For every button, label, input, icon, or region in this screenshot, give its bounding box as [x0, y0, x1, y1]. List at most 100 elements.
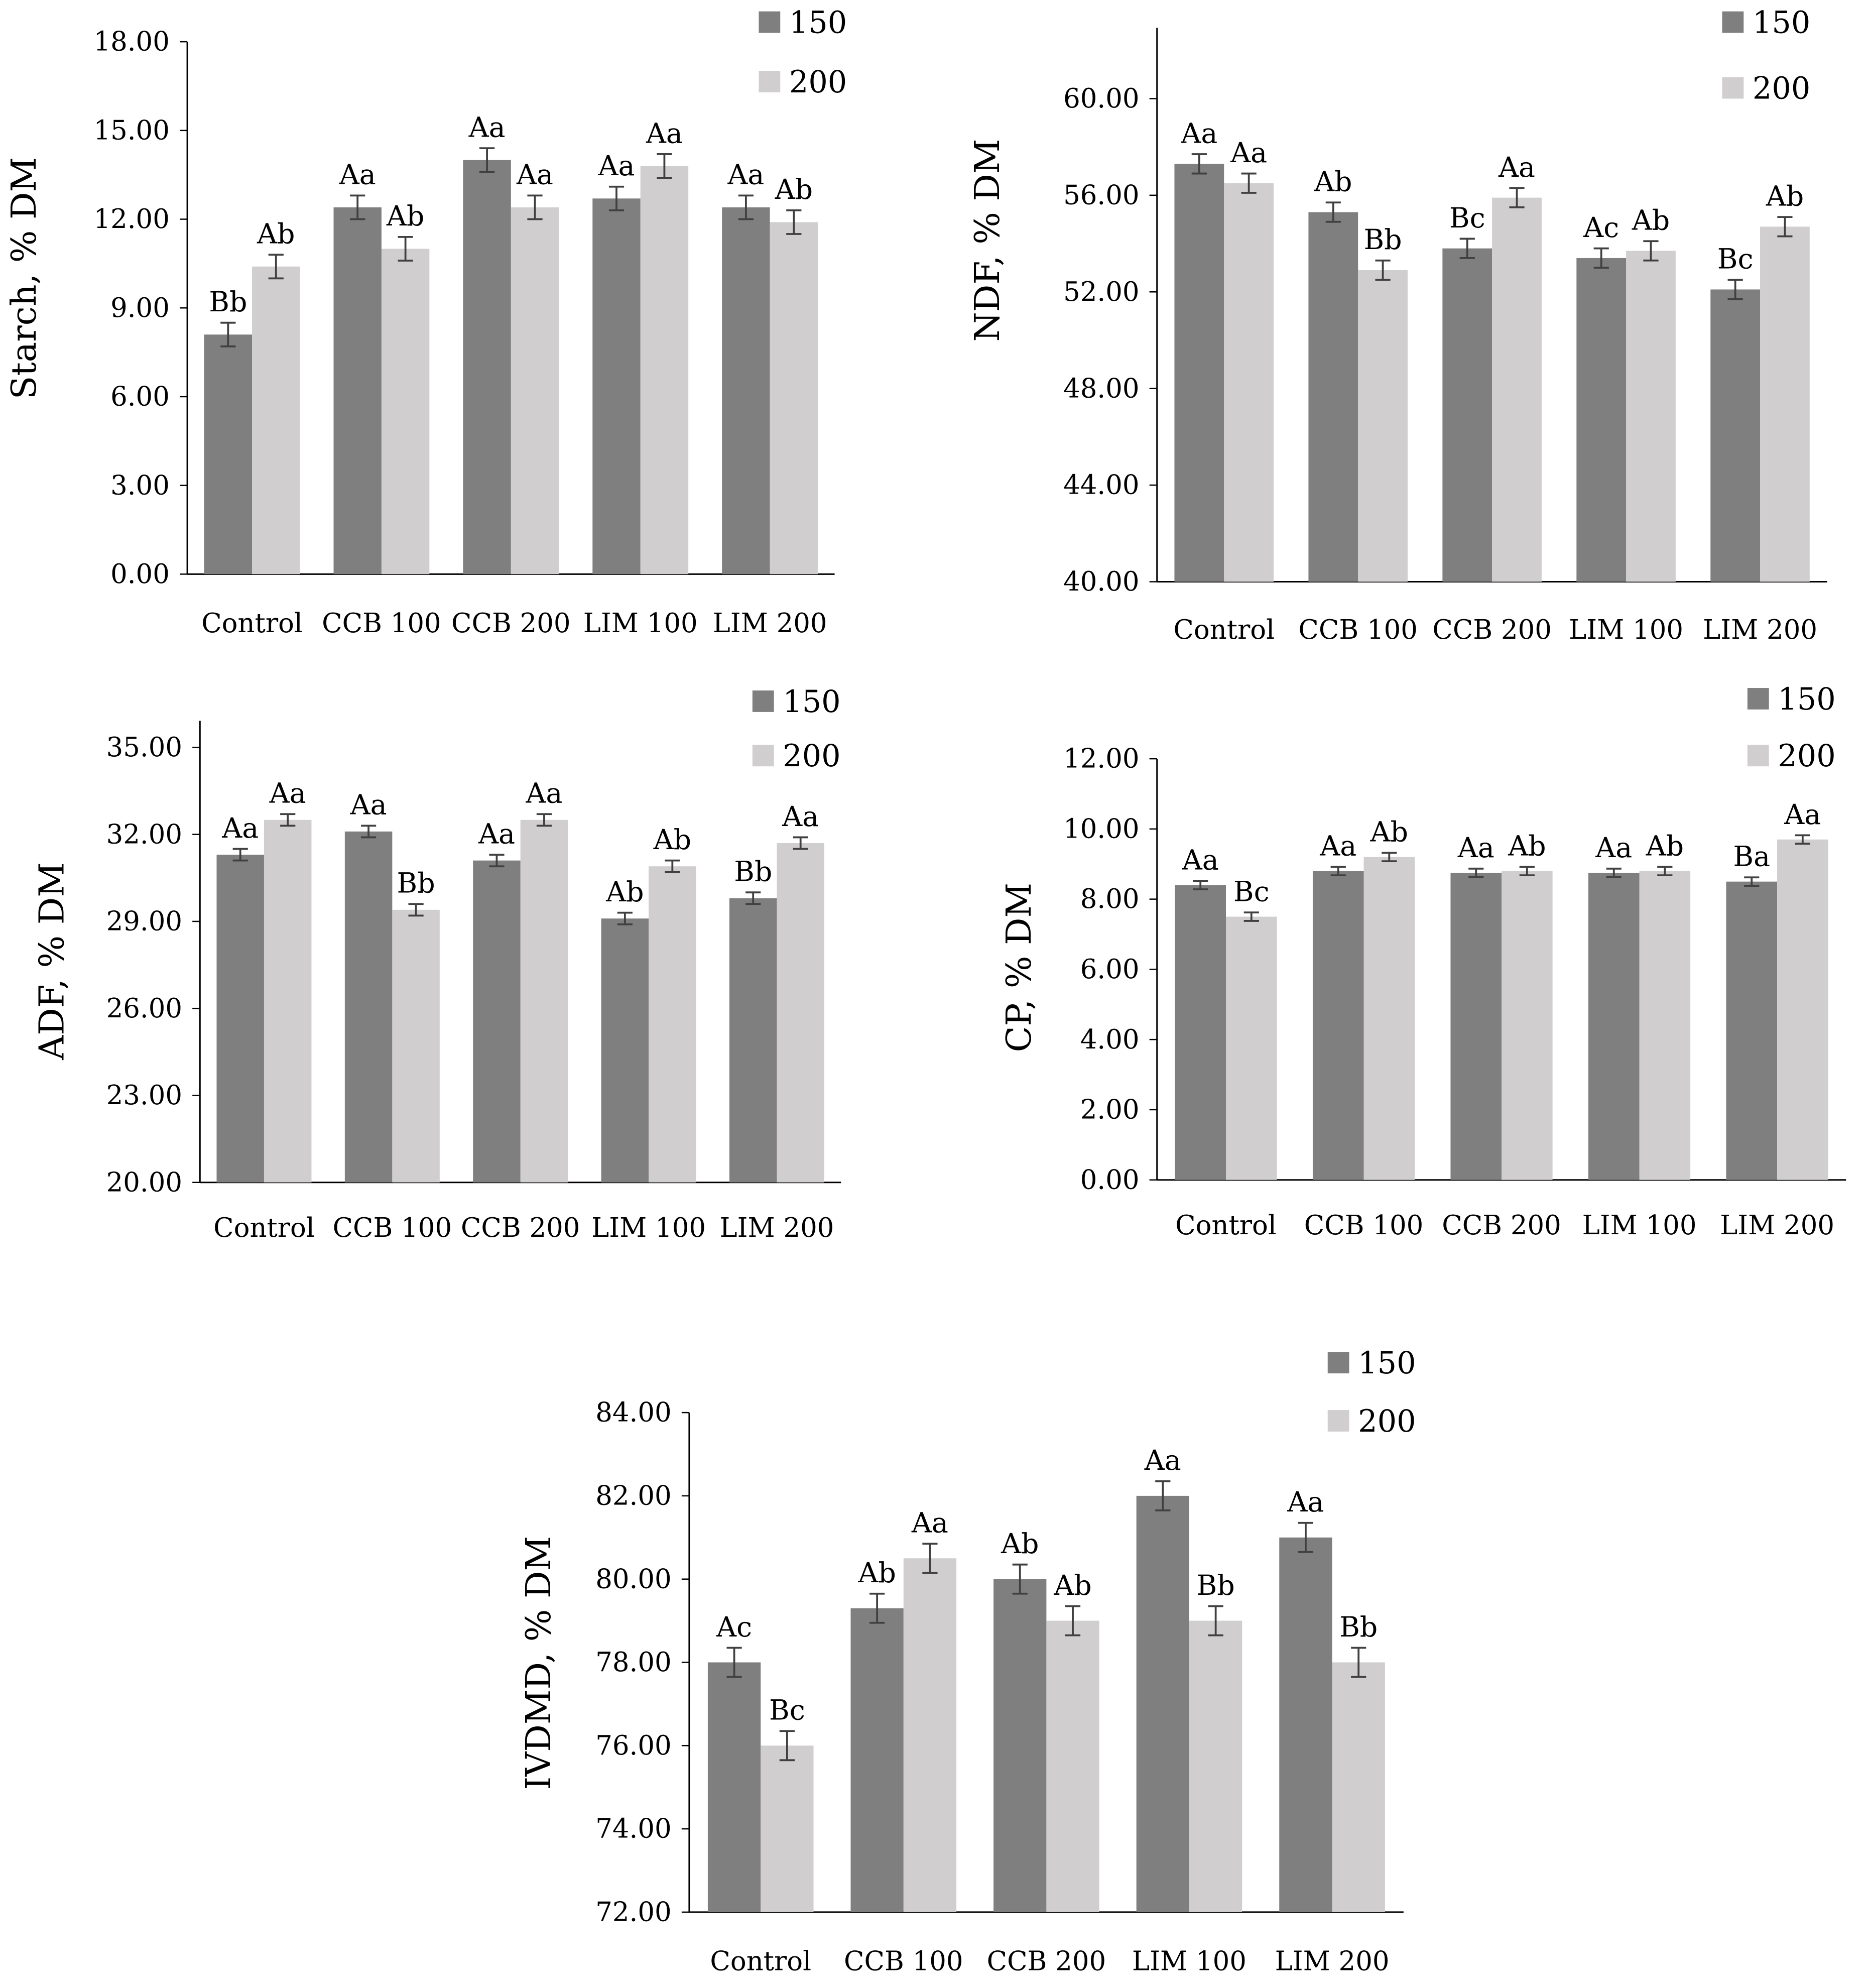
- chart-panel: 20.00 23.00 26.00 29.00 32.00 35.00 ADF, % DM C…: [32, 684, 841, 1243]
- significance-label: Aa: [269, 778, 306, 810]
- bar-200: [903, 1558, 957, 1912]
- bar-200: [770, 222, 818, 574]
- error-bar: [527, 194, 543, 220]
- legend-swatch-150: [1327, 1352, 1349, 1374]
- error-bar: [793, 836, 808, 850]
- error-bar: [1155, 1480, 1171, 1511]
- significance-label: Aa: [911, 1507, 948, 1540]
- error-bar: [1208, 1605, 1223, 1636]
- error-bar: [1193, 880, 1208, 890]
- significance-label: Aa: [1144, 1445, 1181, 1477]
- significance-label: Bb: [1363, 224, 1402, 256]
- error-bar: [360, 825, 377, 839]
- x-tick-label: Control: [710, 1946, 811, 1977]
- y-tick-label: 6.00: [110, 382, 170, 412]
- y-tick-label: 60.00: [1063, 83, 1139, 114]
- significance-label: Ab: [1508, 831, 1546, 863]
- error-bar: [350, 194, 365, 220]
- error-bar: [1375, 259, 1391, 281]
- error-bar: [922, 1543, 938, 1574]
- error-bar: [779, 1730, 795, 1762]
- bar-150: [216, 855, 264, 1183]
- y-axis-label: IVDMD, % DM: [519, 1536, 559, 1790]
- significance-label: Ab: [1053, 1570, 1091, 1602]
- x-tick-label: LIM 100: [1132, 1946, 1247, 1977]
- legend-label: 150: [789, 5, 847, 40]
- error-bar: [1593, 247, 1609, 269]
- y-tick-label: 2.00: [1080, 1095, 1140, 1125]
- significance-label: Aa: [350, 789, 387, 822]
- y-tick-label: 4.00: [1080, 1024, 1140, 1055]
- error-bar: [1727, 279, 1743, 300]
- legend-label: 200: [783, 739, 840, 774]
- error-bar: [608, 185, 625, 211]
- bar-150: [1175, 885, 1226, 1180]
- bar-200: [1363, 857, 1415, 1180]
- legend-label: 150: [783, 684, 840, 720]
- y-tick-label: 29.00: [106, 906, 182, 937]
- x-tick-label: Control: [201, 608, 303, 639]
- bar-150: [204, 334, 253, 574]
- bar-150: [1588, 873, 1640, 1180]
- significance-label: Ab: [257, 218, 295, 251]
- bar-200: [392, 909, 440, 1183]
- bar-150: [1576, 258, 1627, 582]
- bar-150: [729, 898, 777, 1183]
- significance-label: Aa: [1595, 832, 1632, 864]
- bar-200: [1502, 871, 1553, 1180]
- bar-200: [1046, 1620, 1099, 1912]
- error-bar: [726, 1647, 742, 1678]
- y-axis-label: Starch, % DM: [5, 157, 44, 399]
- significance-label: Bc: [769, 1695, 805, 1727]
- x-tick-label: LIM 200: [1703, 615, 1817, 645]
- bar-200: [761, 1745, 814, 1912]
- x-tick-label: LIM 200: [713, 608, 827, 639]
- y-axis-label: NDF, % DM: [968, 139, 1008, 341]
- significance-label: Ab: [1766, 180, 1804, 212]
- error-bar: [479, 147, 495, 173]
- error-bar: [1777, 216, 1793, 238]
- y-tick-label: 78.00: [595, 1647, 671, 1678]
- x-tick-label: CCB 200: [1442, 1210, 1561, 1241]
- significance-label: Ba: [1733, 841, 1770, 873]
- significance-label: Aa: [516, 159, 553, 191]
- significance-label: Ac: [1583, 212, 1619, 244]
- bar-200: [381, 249, 430, 574]
- legend-swatch-200: [752, 745, 774, 767]
- error-bar: [489, 854, 505, 868]
- bar-150: [1726, 881, 1778, 1180]
- x-tick-label: Control: [213, 1213, 315, 1243]
- chart-panel: 72.00 74.00 76.00 78.00 80.00 82.00 84.00 IVDMD…: [519, 1346, 1416, 1977]
- error-bar: [1643, 240, 1659, 262]
- bar-200: [1189, 1620, 1242, 1912]
- bar-150: [344, 831, 393, 1183]
- y-tick-label: 40.00: [1063, 566, 1139, 597]
- legend-swatch-200: [1327, 1410, 1349, 1432]
- error-bar: [1657, 866, 1673, 876]
- error-bar: [1191, 153, 1207, 175]
- y-tick-label: 84.00: [595, 1397, 671, 1428]
- error-bar: [220, 321, 236, 347]
- significance-label: Aa: [1180, 118, 1217, 150]
- y-tick-label: 26.00: [106, 993, 182, 1024]
- x-tick-label: CCB 200: [987, 1946, 1106, 1977]
- y-tick-label: 80.00: [595, 1564, 671, 1594]
- y-tick-label: 0.00: [110, 559, 170, 590]
- significance-label: Bc: [1717, 244, 1754, 276]
- legend-label: 200: [789, 65, 847, 100]
- bar-150: [463, 160, 511, 574]
- error-bar: [1325, 201, 1341, 223]
- significance-label: Aa: [646, 118, 683, 150]
- bar-150: [707, 1662, 761, 1912]
- bar-200: [777, 843, 824, 1183]
- error-bar: [1468, 867, 1484, 878]
- x-tick-label: CCB 100: [322, 608, 441, 639]
- error-bar: [1382, 852, 1397, 863]
- error-bar: [1012, 1563, 1028, 1595]
- y-tick-label: 44.00: [1063, 470, 1139, 501]
- bar-150: [1279, 1537, 1332, 1912]
- bar-200: [1224, 183, 1274, 582]
- error-bar: [738, 194, 754, 220]
- error-bar: [232, 848, 248, 862]
- error-bar: [869, 1592, 885, 1624]
